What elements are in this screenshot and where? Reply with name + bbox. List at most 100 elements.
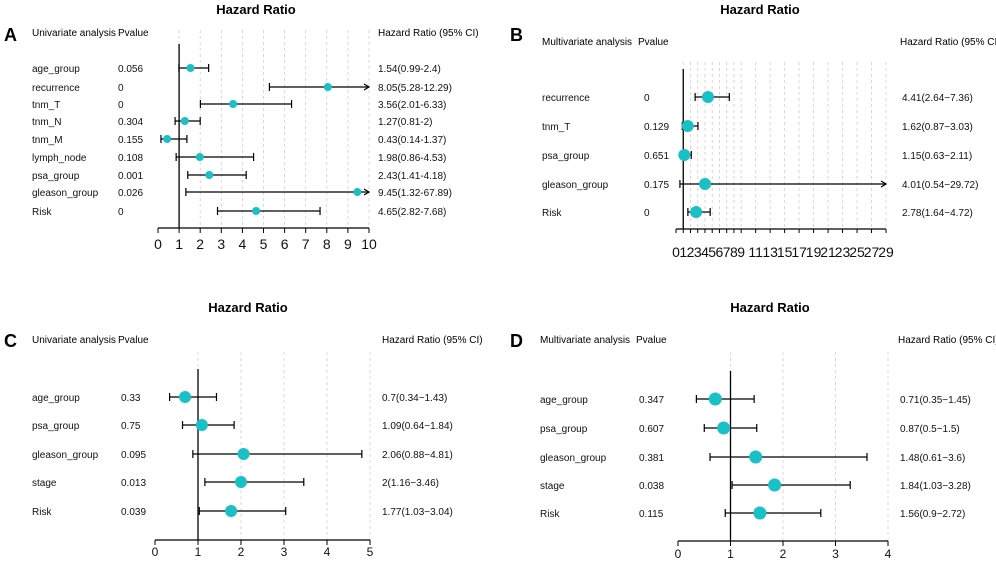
row-pvalue: 0.038 [639,481,664,492]
panel-b-plot: 0 1 2 3 4 5 6 7 8 9 11 131517192123252729recurrence… [542,62,978,260]
panel-c-analysis-header: Univariate analysis [32,335,116,346]
row-pvalue: 0 [118,100,124,111]
row-pvalue: 0.095 [121,450,146,461]
hr-point [163,135,172,143]
panel-c-title: Hazard Ratio [208,300,288,315]
ci-arrow-high [363,188,371,196]
row-pvalue: 0.129 [644,122,669,133]
row-label: age_group [540,395,588,406]
panel-a-pvalue-header: Pvalue [118,28,149,39]
x-tick-label: 8 [323,236,331,252]
x-tick-label: 3 [832,547,839,561]
x-tick-label: 5 [708,244,716,260]
row-hr-ci: 2.06(0.88−4.81) [382,450,453,461]
row-hr-ci: 2(1.16−3.46) [382,478,439,489]
row-label: recurrence [542,93,590,104]
x-tick-label: 3 [281,545,288,559]
x-tick-label: 29 [878,244,894,260]
row-hr-ci: 1.54(0.99-2.4) [378,64,441,75]
panel-a-analysis-header: Univariate analysis [32,28,116,39]
panel-d-analysis-header: Multivariate analysis [540,335,630,346]
hr-point [690,206,703,218]
row-label: gleason_group [542,180,609,191]
row-hr-ci: 0.71(0.35−1.45) [900,395,971,406]
row-pvalue: 0.026 [118,188,143,199]
row-label: Risk [32,507,52,518]
row-hr-ci: 3.56(2.01-6.33) [378,100,446,111]
hr-point [229,100,238,108]
x-tick-label: 3 [694,244,702,260]
x-tick-label: 2 [196,236,204,252]
row-hr-ci: 4.01(0.54−29.72) [902,180,978,191]
row-pvalue: 0 [644,93,650,104]
x-tick-label: 7 [302,236,310,252]
row-hr-ci: 2.43(1.41-4.18) [378,171,446,182]
x-tick-label: 1 [727,547,734,561]
row-hr-ci: 1.77(1.03−3.04) [382,507,453,518]
row-label: gleason_group [540,453,607,464]
x-tick-label: 9 [344,236,352,252]
row-label: tnm_T [32,100,60,111]
hr-point [237,448,250,460]
x-tick-label: 7 [723,244,731,260]
row-pvalue: 0 [118,83,124,94]
row-label: stage [540,481,565,492]
row-pvalue: 0.175 [644,180,669,191]
row-pvalue: 0.039 [121,507,146,518]
row-label: psa_group [32,421,80,432]
hr-point [699,178,712,190]
hr-point [768,478,782,492]
hr-point [749,450,763,464]
row-pvalue: 0 [644,208,650,219]
hr-point [195,153,204,161]
x-tick-label: 27 [864,244,880,260]
row-pvalue: 0.381 [639,453,664,464]
row-pvalue: 0.75 [121,421,141,432]
row-hr-ci: 1.09(0.64−1.84) [382,421,453,432]
panel-c-hr-header: Hazard Ratio (95% CI) [382,335,483,346]
x-tick-label: 1 [679,244,687,260]
row-pvalue: 0.304 [118,117,143,128]
row-label: tnm_M [32,135,63,146]
x-tick-label: 0 [672,244,680,260]
panel-a-letter: A [4,25,17,45]
row-hr-ci: 8.05(5.28-12.29) [378,83,452,94]
row-pvalue: 0.001 [118,171,143,182]
x-tick-label: 1 [195,545,202,559]
row-label: age_group [32,393,80,404]
x-tick-label: 15 [777,244,793,260]
x-tick-label: 4 [324,545,331,559]
row-hr-ci: 9.45(1.32-67.89) [378,188,452,199]
x-tick-label: 3 [217,236,225,252]
panel-b: B Hazard Ratio Multivariate analysis Pva… [510,2,996,260]
panel-b-letter: B [510,25,523,45]
row-label: tnm_T [542,122,570,133]
x-tick-label: 10 [361,236,377,252]
hr-point [252,207,261,215]
hr-point [681,120,694,132]
row-hr-ci: 4.41(2.64−7.36) [902,93,973,104]
x-tick-label: 6 [281,236,289,252]
panel-d: D Hazard Ratio Multivariate analysis Pva… [510,300,996,561]
row-hr-ci: 0.43(0.14-1.37) [378,135,446,146]
row-label: psa_group [542,151,590,162]
x-tick-label: 2 [780,547,787,561]
x-tick-label: 2 [238,545,245,559]
row-hr-ci: 1.84(1.03−3.28) [900,481,971,492]
row-pvalue: 0.108 [118,153,143,164]
hr-point [235,476,247,488]
row-pvalue: 0.607 [639,424,664,435]
row-hr-ci: 1.62(0.87−3.03) [902,122,973,133]
panel-a-hr-header: Hazard Ratio (95% CI) [378,28,479,39]
row-label: age_group [32,64,80,75]
row-hr-ci: 0.87(0.5−1.5) [900,424,960,435]
panel-c-plot: 0 1 2 3 4 5 age_group 0.33 0.7(0.34−1.43) psa_gro… [32,352,453,559]
hr-point [708,392,722,406]
panel-d-hr-header: Hazard Ratio (95% CI) [898,335,996,346]
x-tick-label: 4 [885,547,892,561]
x-tick-label: 0 [675,547,682,561]
hr-point [678,149,691,161]
panel-b-pvalue-header: Pvalue [638,37,669,48]
hr-point [205,171,214,179]
